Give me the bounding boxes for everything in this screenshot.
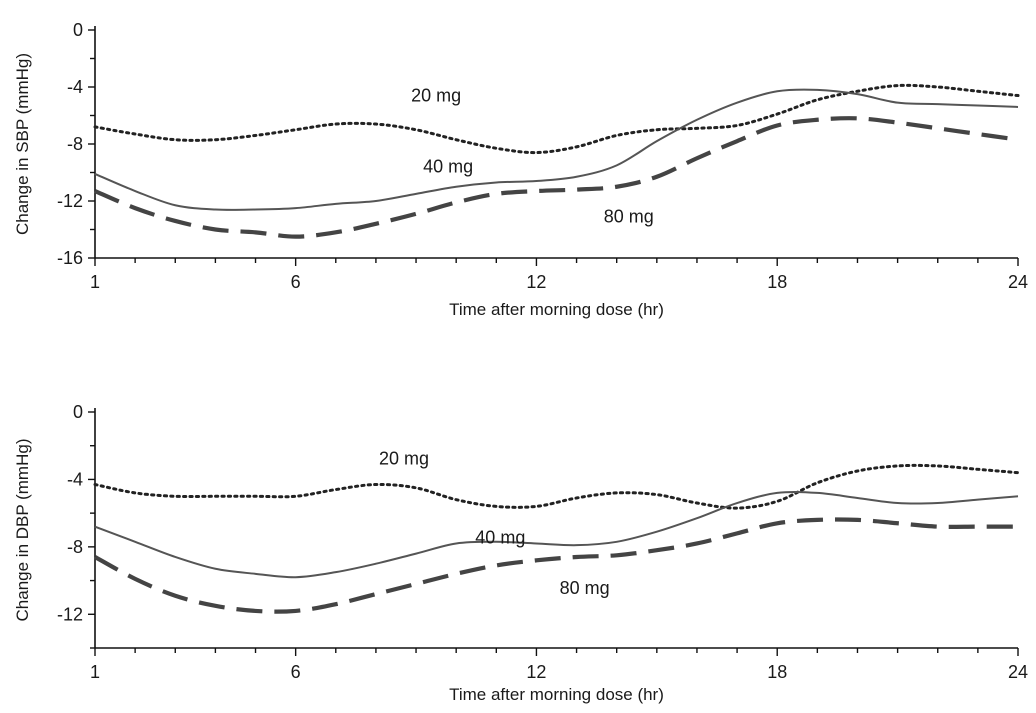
dbp-x-tick-label: 12 bbox=[526, 662, 546, 682]
dbp-y-tick-label: -4 bbox=[67, 469, 83, 489]
sbp-y-tick-label: -4 bbox=[67, 77, 83, 97]
dbp-y-axis-label: Change in DBP (mmHg) bbox=[13, 439, 32, 622]
sbp-y-tick-label: -16 bbox=[57, 248, 83, 268]
dbp-x-axis-label: Time after morning dose (hr) bbox=[449, 685, 664, 704]
sbp-y-tick-label: 0 bbox=[73, 20, 83, 40]
dbp-series-label-40-mg: 40 mg bbox=[475, 527, 525, 547]
sbp-y-tick-label: -12 bbox=[57, 191, 83, 211]
sbp-y-axis-label: Change in SBP (mmHg) bbox=[13, 53, 32, 235]
dbp-y-tick-label: 0 bbox=[73, 402, 83, 422]
sbp-y-tick-label: -8 bbox=[67, 134, 83, 154]
sbp-series-label-40-mg: 40 mg bbox=[423, 157, 473, 177]
sbp-series-40-mg-line bbox=[94, 88, 1019, 211]
dbp-series-40-mg-line bbox=[94, 490, 1019, 579]
dbp-series-80-mg-line bbox=[93, 517, 1018, 614]
sbp-series-label-80-mg: 80 mg bbox=[604, 206, 654, 226]
dbp-series-label-80-mg: 80 mg bbox=[560, 578, 610, 598]
dbp-y-tick-label: -12 bbox=[57, 604, 83, 624]
sbp-series-20-mg-line bbox=[93, 83, 1020, 155]
dbp-series-20-mg-line bbox=[93, 463, 1020, 510]
sbp-x-tick-label: 18 bbox=[767, 272, 787, 292]
dbp-x-tick-label: 1 bbox=[90, 662, 100, 682]
dbp-x-tick-label: 6 bbox=[291, 662, 301, 682]
sbp-x-axis-label: Time after morning dose (hr) bbox=[449, 300, 664, 319]
sbp-x-tick-label: 12 bbox=[526, 272, 546, 292]
dbp-y-tick-label: -8 bbox=[67, 537, 83, 557]
dbp-chart-panel: 0 -4 -8 -12 1 6 12 18 24 Time after morning dose … bbox=[13, 402, 1028, 704]
dbp-x-tick-label: 24 bbox=[1008, 662, 1028, 682]
sbp-x-tick-label: 1 bbox=[90, 272, 100, 292]
sbp-series-80-mg-line bbox=[94, 116, 1019, 239]
sbp-series-label-20-mg: 20 mg bbox=[411, 85, 461, 105]
sbp-x-tick-label: 24 bbox=[1008, 272, 1028, 292]
sbp-x-tick-label: 6 bbox=[291, 272, 301, 292]
dbp-x-tick-label: 18 bbox=[767, 662, 787, 682]
dbp-series-label-20-mg: 20 mg bbox=[379, 448, 429, 468]
sbp-chart-panel: 0 -4 -8 -12 -16 1 6 12 18 24 Time after morning do… bbox=[13, 20, 1028, 319]
